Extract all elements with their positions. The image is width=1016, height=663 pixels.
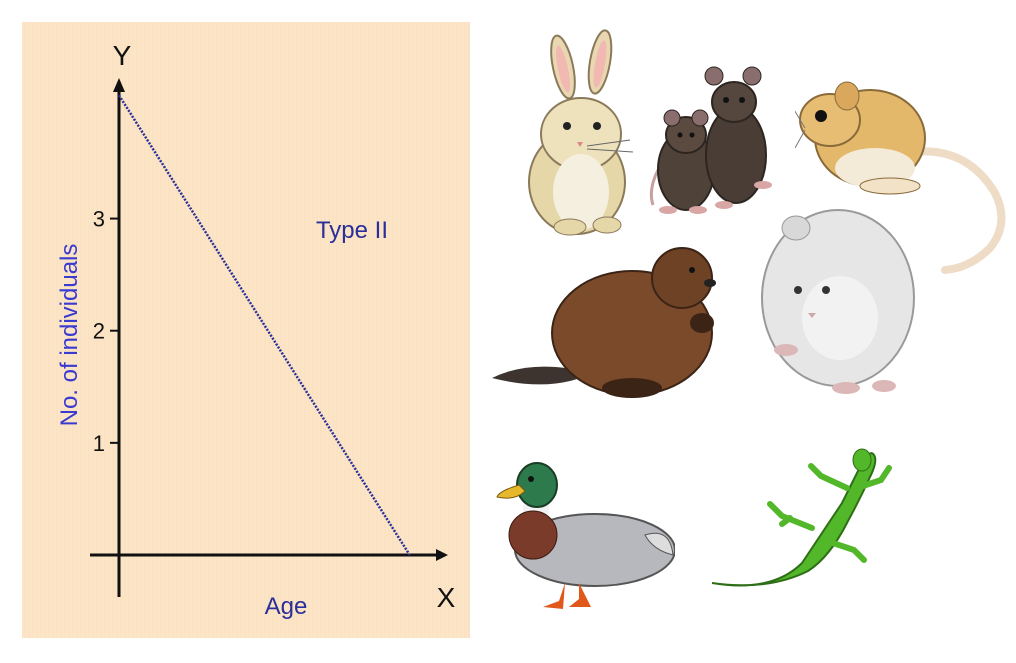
y-axis-label: No. of individuals: [56, 244, 83, 427]
y-tick-label: 3: [93, 207, 105, 232]
series-layer: [117, 94, 411, 556]
survivorship-line: [117, 94, 411, 556]
survivorship-plot: X Y 1 2 3 No. of individuals Age Type II: [56, 40, 456, 620]
mallard-duck-illustration: [496, 462, 675, 609]
y-tick-label: 2: [93, 319, 105, 344]
y-axis-letter: Y: [113, 40, 132, 71]
rabbit-illustration: [528, 29, 634, 236]
lizard-illustration: [712, 448, 892, 587]
x-axis-label: Age: [265, 593, 308, 620]
type-annotation: Type II: [316, 217, 388, 244]
kangaroo-rat-illustration: [795, 81, 1006, 274]
rats-illustration: [649, 66, 772, 214]
beaver-illustration: [492, 247, 716, 398]
x-axis-letter: X: [437, 582, 456, 613]
pika-illustration: [761, 209, 915, 394]
y-ticks: 1 2 3: [93, 207, 119, 456]
survivorship-plot-panel: X Y 1 2 3 No. of individuals Age Type II: [22, 22, 470, 638]
y-axis-arrow: [113, 78, 125, 92]
x-axis-arrow: [436, 549, 448, 561]
y-tick-label: 1: [93, 431, 105, 456]
